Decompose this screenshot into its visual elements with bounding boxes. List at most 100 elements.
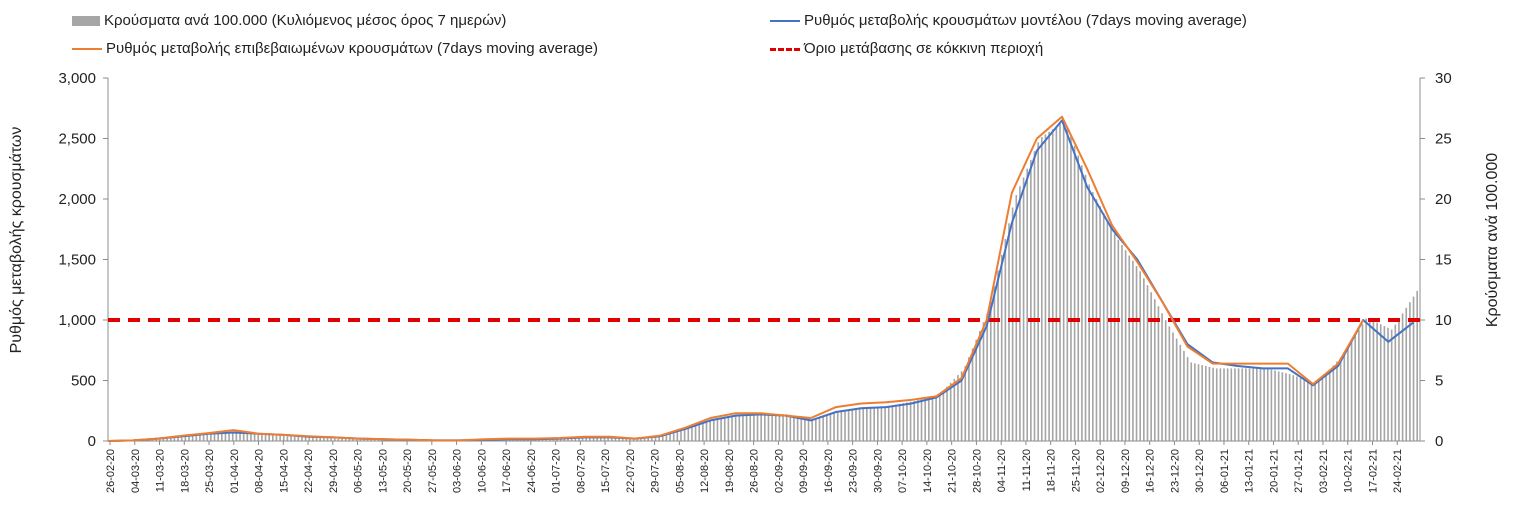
bar xyxy=(632,438,635,441)
bar xyxy=(869,406,872,441)
bar xyxy=(552,438,555,441)
bar xyxy=(716,418,719,441)
bar xyxy=(749,413,752,441)
x-tick-label: 01-07-20 xyxy=(551,449,563,493)
bar xyxy=(1113,234,1116,441)
bar xyxy=(720,417,722,441)
bar xyxy=(581,437,584,441)
bar xyxy=(272,434,274,441)
x-tick-label: 24-06-20 xyxy=(526,449,538,493)
bar xyxy=(960,371,963,441)
y-tick-label: 0 xyxy=(88,433,96,450)
x-tick-label: 12-08-20 xyxy=(699,449,711,493)
x-tick-label: 11-03-20 xyxy=(155,449,167,492)
bar xyxy=(1055,126,1058,442)
bar xyxy=(166,436,168,441)
bar xyxy=(1350,341,1353,441)
bar xyxy=(723,416,726,441)
y2-tick-label: 25 xyxy=(1435,131,1452,148)
bar xyxy=(800,416,803,441)
x-tick-label: 18-03-20 xyxy=(179,449,191,493)
x-tick-label: 08-04-20 xyxy=(254,449,266,493)
bar xyxy=(603,437,606,441)
x-tick-label: 27-01-21 xyxy=(1293,449,1305,493)
bar xyxy=(220,432,223,441)
x-tick-label: 30-09-20 xyxy=(872,449,884,493)
bar xyxy=(727,416,730,441)
bar xyxy=(1285,373,1287,441)
bar xyxy=(1336,361,1338,441)
bar xyxy=(1059,123,1061,441)
y-tick-label: 3,000 xyxy=(58,70,96,87)
x-tick-label: 29-04-20 xyxy=(328,449,340,493)
bar xyxy=(712,419,715,441)
bar xyxy=(1281,372,1284,441)
bar xyxy=(1223,368,1225,441)
bar xyxy=(1354,335,1357,441)
bar xyxy=(1128,255,1131,441)
bar xyxy=(301,436,303,441)
bar xyxy=(756,413,759,441)
bar xyxy=(592,437,595,441)
bar xyxy=(989,302,992,441)
x-tick-label: 17-02-21 xyxy=(1368,449,1380,493)
bar xyxy=(1230,368,1233,441)
bar xyxy=(1183,350,1185,441)
bar xyxy=(261,433,263,441)
bar xyxy=(1044,134,1047,441)
bar xyxy=(807,418,810,441)
bar xyxy=(1270,369,1273,441)
bar xyxy=(600,437,602,441)
bar xyxy=(1019,186,1021,441)
y-tick-label: 2,000 xyxy=(58,191,96,208)
bar xyxy=(352,439,354,441)
bar xyxy=(1146,285,1149,441)
bar xyxy=(665,434,668,441)
x-tick-label: 02-09-20 xyxy=(773,449,785,493)
bar xyxy=(315,437,318,441)
bar xyxy=(246,433,249,441)
bar xyxy=(1051,129,1054,441)
y-tick-label: 1,500 xyxy=(58,252,96,269)
x-tick-label: 30-12-20 xyxy=(1194,449,1206,493)
bar xyxy=(366,439,369,441)
bar xyxy=(618,437,620,441)
bar xyxy=(559,438,562,441)
bar xyxy=(1186,357,1189,441)
bar xyxy=(898,403,901,441)
bar xyxy=(1277,371,1280,441)
bar xyxy=(224,432,227,441)
x-tick-label: 01-04-20 xyxy=(229,449,241,493)
x-tick-label: 08-07-20 xyxy=(575,449,587,493)
x-tick-label: 26-02-20 xyxy=(105,449,117,493)
bar xyxy=(887,405,890,441)
model-series-line xyxy=(107,119,1415,442)
bar xyxy=(1310,382,1313,441)
bar xyxy=(1219,368,1222,441)
bar xyxy=(1040,137,1043,441)
bar xyxy=(1383,326,1386,441)
bar xyxy=(774,413,777,441)
x-tick-label: 16-09-20 xyxy=(823,449,835,493)
bar xyxy=(1194,363,1196,441)
bar xyxy=(286,436,289,441)
bar xyxy=(661,436,664,441)
bar xyxy=(1368,319,1371,441)
bar xyxy=(979,330,981,441)
bar xyxy=(902,403,905,441)
bar xyxy=(323,438,325,441)
bar xyxy=(818,417,821,441)
bar xyxy=(1409,302,1411,441)
bar xyxy=(1161,313,1163,441)
bar xyxy=(242,432,245,441)
bar xyxy=(731,415,733,441)
bar xyxy=(753,413,755,441)
bar xyxy=(1252,368,1254,441)
bar xyxy=(282,436,285,441)
bar xyxy=(1212,367,1214,441)
y2-tick-label: 0 xyxy=(1435,433,1443,450)
bar xyxy=(359,439,362,441)
bar xyxy=(257,433,260,441)
legend-label-model: Ρυθμός μεταβολής κρουσμάτων μοντέλου (7d… xyxy=(804,12,1247,29)
